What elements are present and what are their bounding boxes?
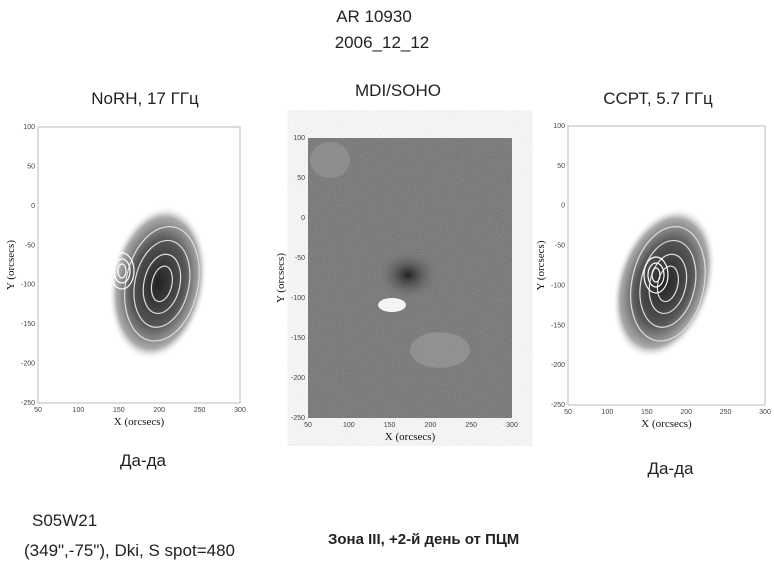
caption: Да-да: [120, 451, 167, 470]
y-tick-label: -50: [295, 255, 305, 262]
x-tick-label: 200: [153, 407, 165, 414]
contour: [648, 253, 688, 315]
contour: [117, 263, 127, 279]
sunspot: [378, 251, 438, 299]
x-tick-label: 50: [34, 407, 42, 414]
x-tick-label: 150: [384, 422, 396, 429]
x-axis-label: X (orcsecs): [114, 416, 165, 428]
y-tick-label: -150: [21, 321, 35, 328]
plage: [310, 142, 350, 178]
y-axis-label: Y (orcsecs): [275, 253, 287, 303]
date: 2006_12_12: [335, 33, 430, 52]
y-tick-label: -100: [21, 282, 35, 289]
x-tick-label: 250: [465, 422, 477, 429]
x-tick-label: 300: [759, 409, 771, 416]
contour: [113, 258, 131, 284]
y-tick-label: -200: [291, 375, 305, 382]
y-tick-label: 0: [561, 203, 565, 210]
contour: [651, 267, 661, 283]
x-tick-label: 100: [343, 422, 355, 429]
y-tick-label: 0: [31, 203, 35, 210]
panel-title: ССРТ, 5.7 ГГц: [603, 89, 713, 108]
y-tick-label: 0: [301, 215, 305, 222]
contour: [109, 252, 135, 290]
y-tick-label: -250: [551, 402, 565, 409]
x-tick-label: 250: [194, 407, 206, 414]
contour: [630, 226, 706, 342]
y-tick-label: -100: [291, 295, 305, 302]
zone: Зона III, +2-й день от ПЦМ: [328, 531, 519, 548]
y-tick-label: -150: [551, 322, 565, 329]
y-tick-label: -250: [291, 415, 305, 422]
contour: [639, 239, 697, 328]
x-tick-label: 150: [641, 409, 653, 416]
plage: [378, 298, 406, 312]
contour: [124, 226, 200, 342]
y-tick-label: 100: [23, 124, 35, 131]
y-tick-label: -150: [291, 335, 305, 342]
caption: Да-да: [647, 459, 694, 478]
x-tick-label: 300: [234, 407, 246, 414]
emission: [108, 205, 208, 361]
x-tick-label: 300: [506, 422, 518, 429]
y-tick-label: -200: [21, 361, 35, 368]
y-tick-label: 50: [557, 163, 565, 170]
x-tick-label: 250: [720, 409, 732, 416]
y-tick-label: 50: [297, 175, 305, 182]
y-axis-label: Y (orcsecs): [5, 240, 17, 290]
contour: [647, 262, 665, 288]
y-tick-label: -250: [21, 400, 35, 407]
y-tick-label: 100: [293, 135, 305, 142]
y-axis-label: Y (orcsecs): [535, 240, 547, 290]
contour: [142, 253, 182, 315]
contour: [133, 239, 191, 328]
x-axis-label: X (orcsecs): [641, 418, 692, 430]
x-tick-label: 50: [564, 409, 572, 416]
title: AR 10930: [336, 7, 412, 26]
contour: [150, 265, 173, 303]
location: S05W21: [32, 511, 97, 530]
x-tick-label: 150: [113, 407, 125, 414]
x-axis-label: X (orcsecs): [385, 431, 436, 443]
y-tick-label: 100: [553, 123, 565, 130]
x-tick-label: 100: [602, 409, 614, 416]
y-tick-label: 50: [27, 163, 35, 170]
panel-title: NoRH, 17 ГГц: [91, 89, 199, 108]
emission: [612, 207, 716, 359]
x-tick-label: 200: [680, 409, 692, 416]
y-tick-label: -200: [551, 362, 565, 369]
panels: NoRH, 17 ГГц 50 100 150 200 250 300 100 50 0 -50 -1…: [5, 81, 771, 478]
y-tick-label: -100: [551, 282, 565, 289]
contour: [643, 256, 669, 294]
panel-title: MDI/SOHO: [355, 81, 441, 100]
x-tick-label: 200: [425, 422, 437, 429]
y-tick-label: -50: [25, 242, 35, 249]
x-tick-label: 100: [73, 407, 85, 414]
y-tick-label: -50: [555, 243, 565, 250]
x-tick-label: 50: [304, 422, 312, 429]
details: (349",-75"), Dki, S spot=480: [24, 541, 235, 560]
plage: [410, 332, 470, 368]
